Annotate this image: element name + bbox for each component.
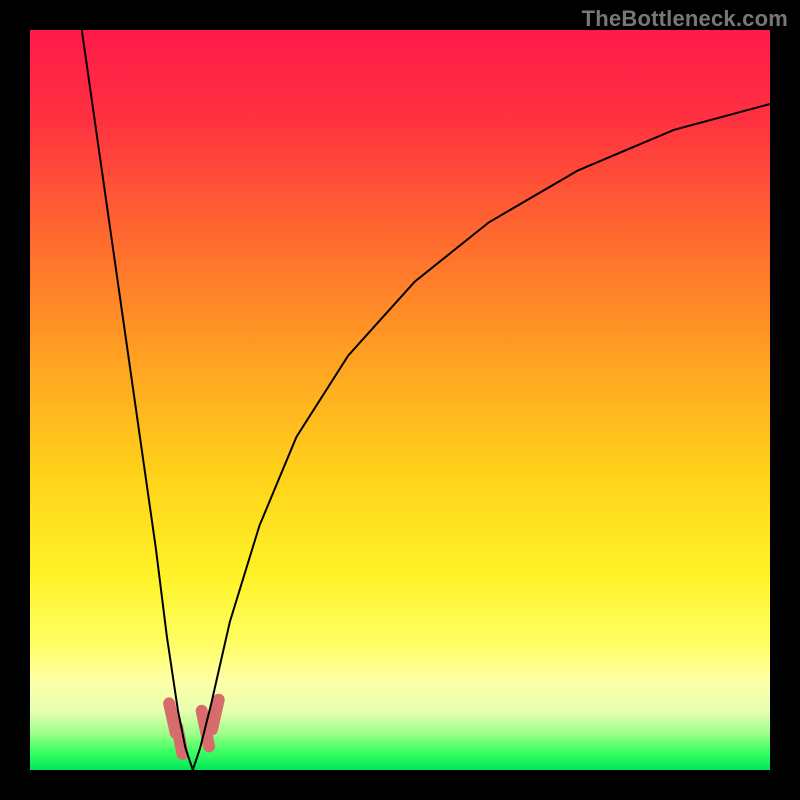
chart-background-gradient <box>30 30 770 770</box>
dip-marker-3 <box>212 700 219 730</box>
watermark-text: TheBottleneck.com <box>582 6 788 32</box>
chart-outer-frame: TheBottleneck.com <box>0 0 800 800</box>
bottleneck-curve-chart <box>30 30 770 770</box>
